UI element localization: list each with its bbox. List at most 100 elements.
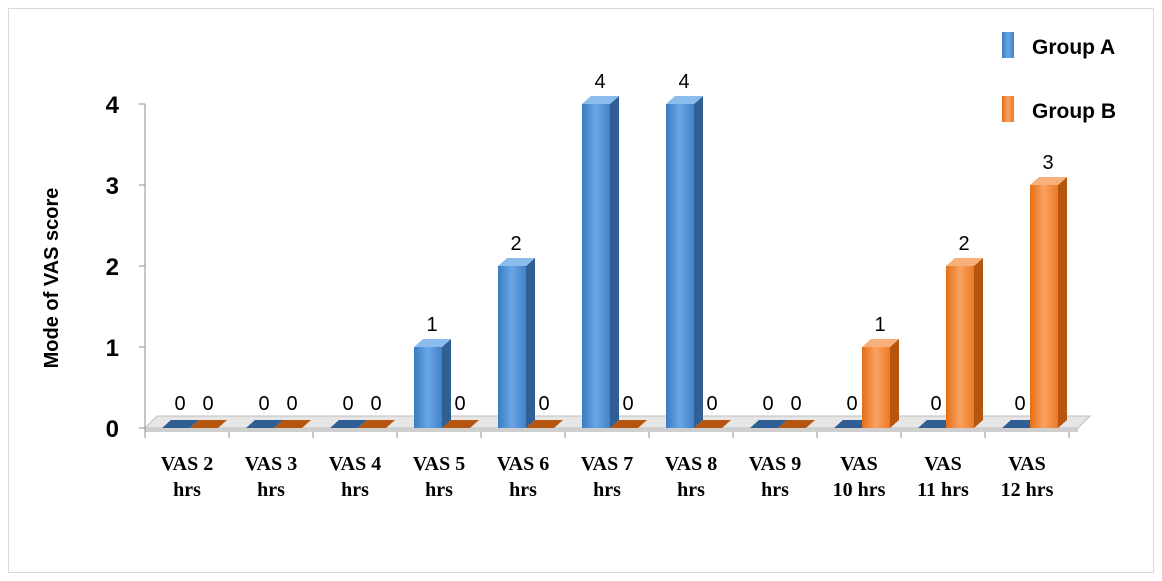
x-category-label: VAS 8 bbox=[665, 453, 717, 475]
bar-side bbox=[974, 258, 983, 428]
bar-flat bbox=[834, 420, 871, 428]
x-category-label: 10 hrs bbox=[833, 479, 886, 501]
bar-flat bbox=[918, 420, 955, 428]
bar-group-a-3 bbox=[414, 339, 451, 428]
bar-flat bbox=[526, 420, 563, 428]
data-label: 0 bbox=[706, 393, 717, 415]
data-label: 0 bbox=[286, 393, 297, 415]
x-category-label: hrs bbox=[425, 479, 453, 501]
legend-swatch bbox=[1002, 32, 1014, 58]
data-label: 0 bbox=[1014, 393, 1025, 415]
bar-flat bbox=[246, 420, 283, 428]
bar-flat bbox=[610, 420, 647, 428]
bar-flat bbox=[1002, 420, 1039, 428]
x-category-label: hrs bbox=[677, 479, 705, 501]
bar-group-a-7 bbox=[750, 420, 787, 428]
x-category-label: hrs bbox=[593, 479, 621, 501]
bar-side bbox=[1058, 177, 1067, 428]
x-category-label: hrs bbox=[257, 479, 285, 501]
data-label: 1 bbox=[426, 314, 437, 336]
bar-flat bbox=[442, 420, 479, 428]
data-label: 0 bbox=[258, 393, 269, 415]
bar-front bbox=[582, 104, 610, 428]
x-category-label: hrs bbox=[341, 479, 369, 501]
data-label: 0 bbox=[202, 393, 213, 415]
y-tick-label: 4 bbox=[106, 92, 120, 119]
bar-side bbox=[890, 339, 899, 428]
x-category-label: VAS 4 bbox=[329, 453, 381, 475]
bar-group-b-10 bbox=[1030, 177, 1067, 428]
bar-group-b-4 bbox=[526, 420, 563, 428]
x-category-label: VAS 7 bbox=[581, 453, 633, 475]
data-label: 3 bbox=[1042, 152, 1053, 174]
legend-label: Group B bbox=[1032, 100, 1116, 123]
bar-top bbox=[414, 339, 451, 347]
bar-group-b-1 bbox=[274, 420, 311, 428]
bar-group-a-8 bbox=[834, 420, 871, 428]
data-label: 0 bbox=[538, 393, 549, 415]
bar-group-b-8 bbox=[862, 339, 899, 428]
legend-swatch bbox=[1002, 96, 1014, 122]
legend-item-group-a: Group A bbox=[1002, 32, 1115, 59]
bar-front bbox=[862, 347, 890, 428]
bar-side bbox=[694, 96, 703, 428]
bar-group-b-9 bbox=[946, 258, 983, 428]
bar-side bbox=[610, 96, 619, 428]
bar-flat bbox=[750, 420, 787, 428]
bar-front bbox=[666, 104, 694, 428]
data-label: 0 bbox=[174, 393, 185, 415]
y-tick-label: 0 bbox=[106, 416, 119, 443]
data-label: 2 bbox=[510, 233, 521, 255]
bar-group-b-2 bbox=[358, 420, 395, 428]
x-category-label: VAS bbox=[840, 453, 877, 475]
floor-front bbox=[145, 428, 1078, 432]
bar-group-a-10 bbox=[1002, 420, 1039, 428]
y-tick-label: 1 bbox=[106, 335, 119, 362]
bar-front bbox=[498, 266, 526, 428]
data-label: 0 bbox=[370, 393, 381, 415]
x-category-label: VAS 9 bbox=[749, 453, 801, 475]
x-category-label: hrs bbox=[509, 479, 537, 501]
bar-front bbox=[414, 347, 442, 428]
data-label: 0 bbox=[762, 393, 773, 415]
bar-group-b-6 bbox=[694, 420, 731, 428]
legend: Group A Group B bbox=[1002, 32, 1116, 123]
legend-item-group-b: Group B bbox=[1002, 96, 1116, 123]
bar-flat bbox=[778, 420, 815, 428]
bar-group-b-5 bbox=[610, 420, 647, 428]
data-label: 0 bbox=[846, 393, 857, 415]
x-category-label: VAS 2 bbox=[161, 453, 213, 475]
bar-flat bbox=[190, 420, 227, 428]
data-label: 4 bbox=[594, 71, 605, 93]
data-label: 0 bbox=[454, 393, 465, 415]
x-category-label: VAS bbox=[924, 453, 961, 475]
x-category-label: VAS bbox=[1008, 453, 1045, 475]
x-category-label: VAS 3 bbox=[245, 453, 297, 475]
bar-flat bbox=[358, 420, 395, 428]
bar-group-a-1 bbox=[246, 420, 283, 428]
bar-group-a-9 bbox=[918, 420, 955, 428]
data-label: 0 bbox=[622, 393, 633, 415]
bar-group-a-5 bbox=[582, 96, 619, 428]
bar-top bbox=[862, 339, 899, 347]
bar-top bbox=[666, 96, 703, 104]
data-label: 0 bbox=[790, 393, 801, 415]
bars-group bbox=[162, 96, 1067, 428]
x-category-label: VAS 5 bbox=[413, 453, 465, 475]
y-tick-label: 3 bbox=[106, 173, 119, 200]
bar-side bbox=[442, 339, 451, 428]
bar-front bbox=[946, 266, 974, 428]
bar-group-b-0 bbox=[190, 420, 227, 428]
y-axis: 0 1 2 3 4 bbox=[106, 92, 1070, 443]
data-label: 1 bbox=[874, 314, 885, 336]
bar-group-b-3 bbox=[442, 420, 479, 428]
data-label: 0 bbox=[930, 393, 941, 415]
bar-group-a-6 bbox=[666, 96, 703, 428]
bar-group-b-7 bbox=[778, 420, 815, 428]
bar-flat bbox=[274, 420, 311, 428]
y-tick-label: 2 bbox=[106, 254, 119, 281]
bar-top bbox=[1030, 177, 1067, 185]
bar-flat bbox=[694, 420, 731, 428]
